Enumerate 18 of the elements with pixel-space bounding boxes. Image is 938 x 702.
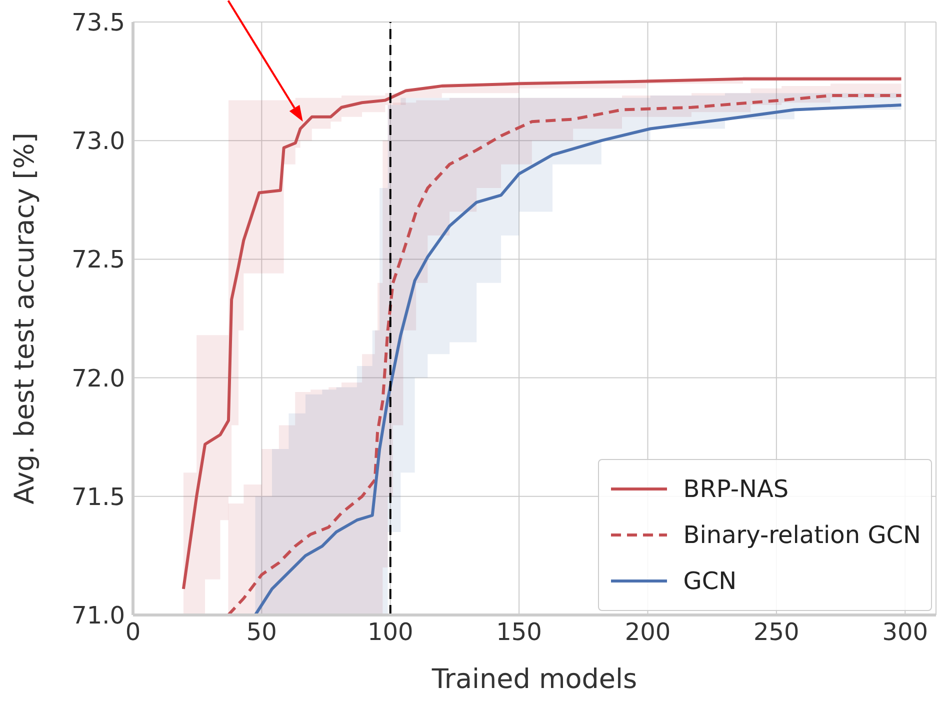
x-tick-label: 300 <box>882 618 928 646</box>
x-tick-label: 50 <box>246 618 277 646</box>
legend-label: Binary-relation GCN <box>683 521 921 549</box>
x-tick-label: 250 <box>754 618 800 646</box>
x-tick-label: 200 <box>624 618 671 646</box>
legend-label: GCN <box>683 567 737 595</box>
y-tick-label: 72.5 <box>72 246 125 274</box>
legend-label: BRP-NAS <box>683 475 789 503</box>
y-tick-label: 73.0 <box>72 127 125 156</box>
x-tick-label: 150 <box>496 618 542 646</box>
y-axis-title: Avg. best test accuracy [%] <box>10 132 41 504</box>
x-tick-label: 100 <box>367 618 414 646</box>
y-tick-label: 71.0 <box>72 602 125 630</box>
y-tick-label: 72.0 <box>72 364 125 392</box>
x-tick-label: 0 <box>125 618 141 646</box>
x-axis-title: Trained models <box>430 664 638 695</box>
y-tick-label: 71.5 <box>72 482 125 511</box>
y-tick-label: 73.5 <box>72 8 125 37</box>
